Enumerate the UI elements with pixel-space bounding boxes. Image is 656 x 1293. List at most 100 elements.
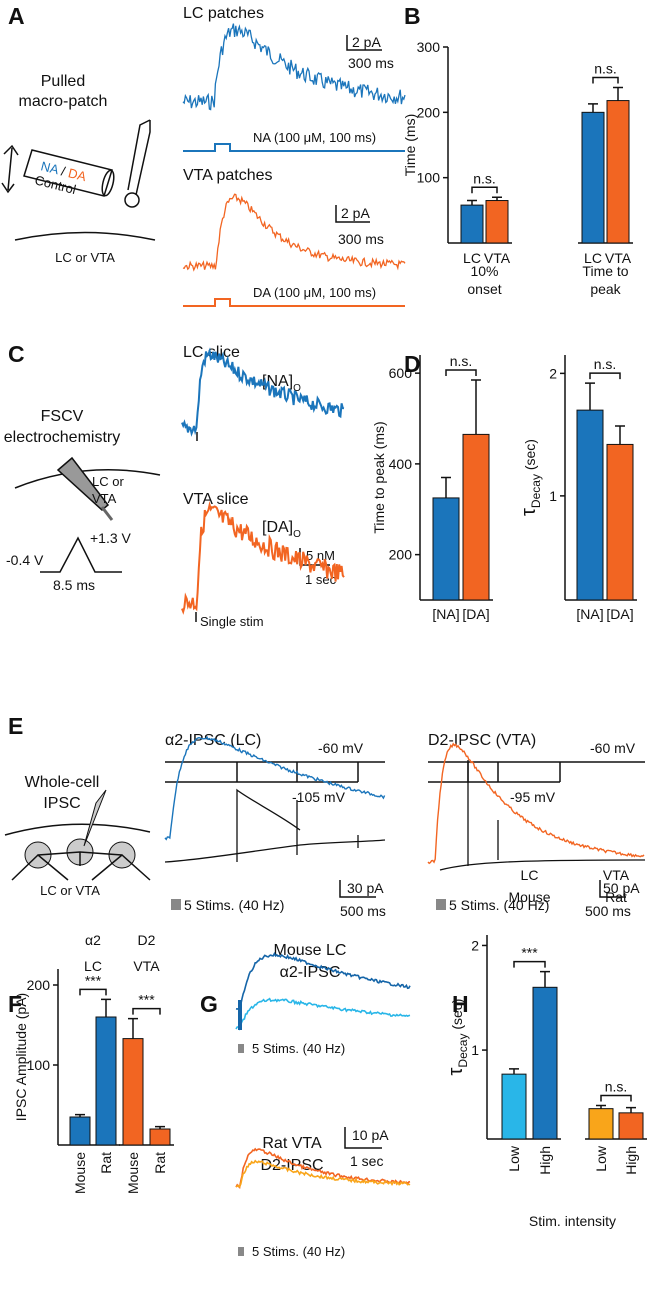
scale-label: 500 ms <box>340 903 386 919</box>
y-tick-label: 100 <box>417 170 441 186</box>
x-tick-label: [NA] <box>576 606 603 622</box>
label: 8.5 ms <box>53 577 95 593</box>
label: -0.4 V <box>6 552 44 568</box>
y-tick-label: 200 <box>27 977 51 993</box>
trace-title: Rat VTA <box>262 1135 322 1152</box>
label: LC or <box>92 474 124 489</box>
scale-bar <box>339 880 376 898</box>
error-bar <box>615 425 625 445</box>
protocol <box>165 761 385 783</box>
stim-label: 5 Stims. (40 Hz) <box>252 1041 345 1056</box>
y-tick-label: 200 <box>417 104 441 120</box>
error-bar <box>596 1104 606 1109</box>
error-bar <box>613 86 623 101</box>
x-tick-label: Low <box>593 1145 609 1172</box>
group-label: Time to <box>582 263 628 279</box>
protocol-label: -60 mV <box>590 740 636 756</box>
x-tick-label: Rat <box>98 1152 114 1174</box>
trace-title: α2-IPSC (LC) <box>165 732 261 749</box>
trace-title: D2-IPSC (VTA) <box>428 732 536 749</box>
y-tick-label: 200 <box>389 547 413 563</box>
sig-label: n.s. <box>473 170 496 186</box>
trace-title: LC patches <box>183 5 264 22</box>
y-label-sub: Decay <box>529 474 543 508</box>
scale-bar <box>599 880 626 898</box>
scale-label: 500 ms <box>585 903 631 919</box>
panel-label: H <box>452 991 469 1017</box>
slash: / <box>56 163 70 180</box>
trace-title: Mouse LC <box>274 942 347 959</box>
stim-line <box>183 298 405 307</box>
sig-bracket <box>79 988 107 996</box>
group-label: α2 <box>85 932 101 948</box>
panel-label: G <box>200 991 218 1017</box>
fscv-diagram <box>14 456 161 573</box>
sig-bracket <box>592 76 619 84</box>
diagram-text: NA / DA <box>39 158 88 184</box>
sig-bracket <box>471 186 498 194</box>
error-bar <box>626 1106 636 1113</box>
x-tick-label: VTA <box>484 250 511 266</box>
bar <box>122 1038 144 1146</box>
trace <box>182 193 406 272</box>
y-tick-label: 2 <box>549 365 557 381</box>
panel-label: C <box>8 341 25 367</box>
bar <box>588 1108 614 1140</box>
x-tick-label: LC <box>463 250 481 266</box>
y-tick-label: 300 <box>417 39 441 55</box>
group-label: peak <box>590 281 621 297</box>
label: IPSC <box>43 795 80 812</box>
sig-label: n.s. <box>450 353 473 369</box>
y-tick-label: 1 <box>471 1042 479 1058</box>
trace <box>439 760 646 871</box>
bar <box>69 1116 91 1146</box>
stim-block <box>238 1247 244 1256</box>
y-label: IPSC Amplitude (pA) <box>13 993 29 1121</box>
y-label: τDecay (sec) <box>445 999 470 1076</box>
label: +1.3 V <box>90 530 132 546</box>
scale-label: 2 pA <box>341 205 370 221</box>
trace <box>164 735 386 841</box>
y-tick-label: 2 <box>471 937 479 953</box>
bar <box>581 111 605 244</box>
y-label-main: τ <box>518 508 540 516</box>
sig-label: *** <box>85 972 102 988</box>
scale-label: 5 nM <box>306 548 335 563</box>
scale-label: 1 sec <box>350 1153 383 1169</box>
error-bar <box>585 382 595 411</box>
bar <box>485 200 509 244</box>
sig-bracket <box>600 1094 632 1102</box>
scale-label: 30 pA <box>347 880 384 896</box>
stim-ticks <box>171 899 181 910</box>
label: VTA <box>92 491 117 506</box>
error-bar <box>540 970 550 988</box>
stim-label: 5 Stims. (40 Hz) <box>184 897 284 913</box>
error-bar <box>471 379 481 435</box>
trace <box>235 1147 411 1189</box>
trace <box>164 788 386 863</box>
label: Whole-cell <box>25 774 100 791</box>
panel-label: E <box>8 713 23 739</box>
cell-diagram <box>4 789 151 881</box>
sig-label: n.s. <box>594 356 617 372</box>
sig-bracket <box>445 369 477 376</box>
main: [NA] <box>262 373 293 390</box>
scale-bar <box>346 35 382 51</box>
stim-ticks <box>436 899 446 910</box>
x-tick-label: LC <box>584 250 602 266</box>
y-label: τDecay (sec) <box>518 439 543 516</box>
y-label-sub: Decay <box>456 1034 470 1068</box>
label: LC or VTA <box>40 883 100 898</box>
y-tick-label: 400 <box>389 456 413 472</box>
sig-label: n.s. <box>605 1079 628 1095</box>
y-tick-label: 600 <box>389 365 413 381</box>
label: FSCV <box>41 408 84 425</box>
group-label: LC <box>84 958 102 974</box>
trace-label: [DA]O <box>262 519 301 540</box>
trace <box>235 997 411 1031</box>
sig-bracket <box>513 960 546 968</box>
stim-label: Single stim <box>200 614 264 629</box>
y-tick-label: 1 <box>549 488 557 504</box>
error-bar <box>75 1113 85 1117</box>
sig-bracket <box>132 1007 161 1015</box>
